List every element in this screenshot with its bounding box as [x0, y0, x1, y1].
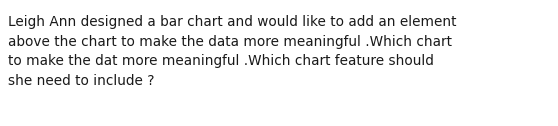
- Text: Leigh Ann designed a bar chart and would like to add an element
above the chart : Leigh Ann designed a bar chart and would…: [8, 15, 457, 88]
